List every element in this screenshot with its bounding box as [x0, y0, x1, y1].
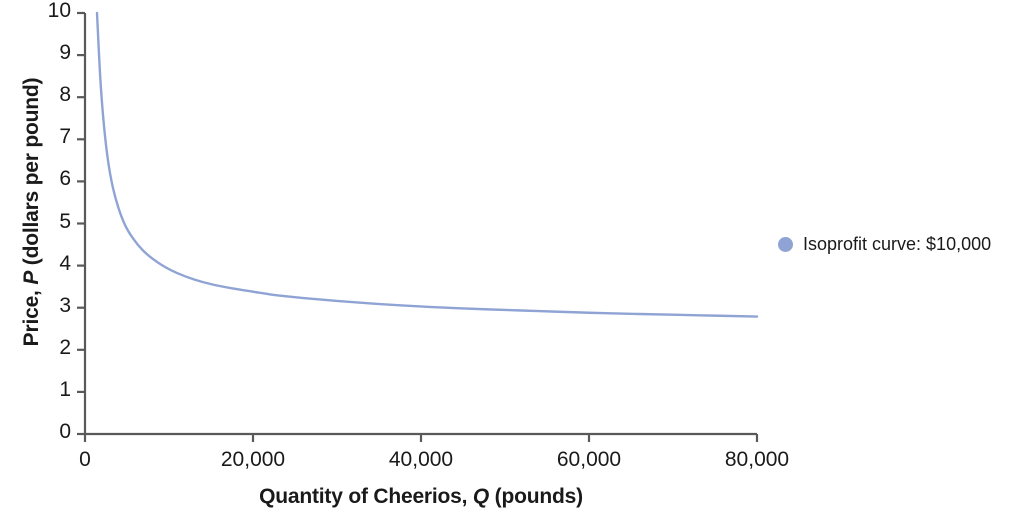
y-tick-label: 9: [59, 41, 71, 65]
x-axis-label-prefix: Quantity of Cheerios,: [259, 485, 473, 508]
x-axis-label-italic: Q: [472, 485, 490, 508]
x-axis-label: Quantity of Cheerios, Q (pounds): [85, 485, 757, 509]
isoprofit-curve: [95, 11, 759, 318]
x-axis-label-suffix: (pounds): [489, 485, 583, 508]
y-tick-label: 5: [59, 209, 71, 233]
y-tick-label: 8: [59, 83, 71, 107]
y-tick-label: 2: [59, 335, 71, 359]
legend-label: Isoprofit curve: $10,000: [803, 234, 992, 254]
axes: [77, 11, 759, 442]
y-tick-label: 3: [59, 293, 71, 317]
y-tick-label: 4: [59, 251, 71, 275]
x-tick-label: 80,000: [724, 448, 790, 471]
data-curves: [95, 11, 759, 318]
x-tick-label: 20,000: [220, 448, 286, 471]
y-tick-label: 0: [59, 420, 71, 443]
y-tick-label: 1: [59, 377, 71, 401]
x-tick-label: 60,000: [556, 448, 622, 471]
legend-marker-icon: [778, 237, 793, 252]
chart-legend: Isoprofit curve: $10,000: [778, 234, 991, 255]
y-tick-label: 6: [59, 167, 71, 191]
y-tick-label: 7: [59, 125, 71, 149]
x-tick-label: 0: [79, 448, 91, 471]
y-tick-label: 10: [47, 0, 71, 22]
x-tick-label: 40,000: [388, 448, 454, 471]
